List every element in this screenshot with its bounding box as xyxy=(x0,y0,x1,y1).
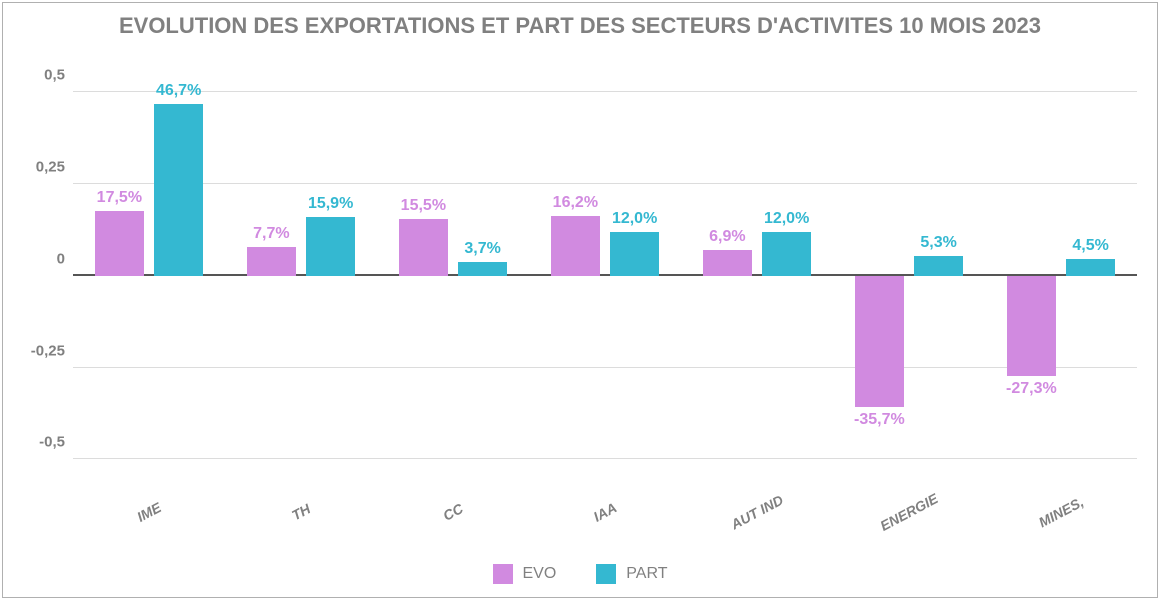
bar-value-label: 6,9% xyxy=(709,228,745,246)
legend-label-part: PART xyxy=(626,565,667,583)
legend-swatch-evo xyxy=(493,564,513,584)
bar-part xyxy=(458,262,507,276)
bar-value-label: 12,0% xyxy=(764,210,809,228)
gridline xyxy=(73,367,1137,368)
x-category-label: MINES, xyxy=(1036,494,1086,531)
bar-value-label: 17,5% xyxy=(97,189,142,207)
bar-value-label: 5,3% xyxy=(920,234,956,252)
x-category-label: ENERGIE xyxy=(877,490,940,534)
bar-evo xyxy=(399,219,448,276)
y-tick-label: -0,5 xyxy=(39,434,65,451)
bar-value-label: -35,7% xyxy=(854,411,905,429)
bar-value-label: 7,7% xyxy=(253,225,289,243)
x-category-label: TH xyxy=(289,501,313,524)
bar-value-label: 15,5% xyxy=(401,197,446,215)
bar-value-label: 4,5% xyxy=(1072,237,1108,255)
x-category-label: IME xyxy=(134,499,163,525)
gridline xyxy=(73,458,1137,459)
bar-part xyxy=(1066,259,1115,276)
zero-line xyxy=(73,274,1137,276)
y-tick-label: 0,5 xyxy=(44,67,65,84)
gridline xyxy=(73,91,1137,92)
bar-evo xyxy=(855,276,904,407)
bar-part xyxy=(762,232,811,276)
bar-evo xyxy=(1007,276,1056,376)
bar-evo xyxy=(95,211,144,275)
bar-value-label: 3,7% xyxy=(464,240,500,258)
y-tick-label: -0,25 xyxy=(31,342,65,359)
bar-evo xyxy=(551,216,600,275)
chart-frame: EVOLUTION DES EXPORTATIONS ET PART DES S… xyxy=(2,2,1158,598)
bar-value-label: -27,3% xyxy=(1006,380,1057,398)
bar-part xyxy=(610,232,659,276)
legend-item-evo: EVO xyxy=(493,564,557,584)
bar-value-label: 46,7% xyxy=(156,82,201,100)
legend-label-evo: EVO xyxy=(523,565,557,583)
bar-evo xyxy=(703,250,752,275)
y-tick-label: 0,25 xyxy=(36,158,65,175)
legend-swatch-part xyxy=(596,564,616,584)
bar-part xyxy=(306,217,355,275)
bar-value-label: 16,2% xyxy=(553,194,598,212)
legend: EVO PART xyxy=(3,551,1157,597)
bar-part xyxy=(914,256,963,275)
y-tick-label: 0 xyxy=(57,250,65,267)
x-category-label: IAA xyxy=(591,499,620,524)
x-category-label: AUT IND xyxy=(728,492,786,533)
legend-item-part: PART xyxy=(596,564,667,584)
plot-area-wrap: -0,5 -0,25 0 0,25 0,5 17,5% 46,7% 7,7% 15,9% 15,5… xyxy=(3,45,1157,496)
x-category-label: CC xyxy=(440,500,465,524)
bar-evo xyxy=(247,247,296,275)
plot-area: -0,5-0,2500,250,517,5%46,7%7,7%15,9%15,5… xyxy=(73,55,1137,496)
bar-value-label: 12,0% xyxy=(612,210,657,228)
x-axis: IMETHCCIAAAUT INDENERGIEMINES, xyxy=(73,496,1137,551)
bar-part xyxy=(154,104,203,275)
gridline xyxy=(73,183,1137,184)
chart-title: EVOLUTION DES EXPORTATIONS ET PART DES S… xyxy=(3,3,1157,45)
bar-value-label: 15,9% xyxy=(308,195,353,213)
